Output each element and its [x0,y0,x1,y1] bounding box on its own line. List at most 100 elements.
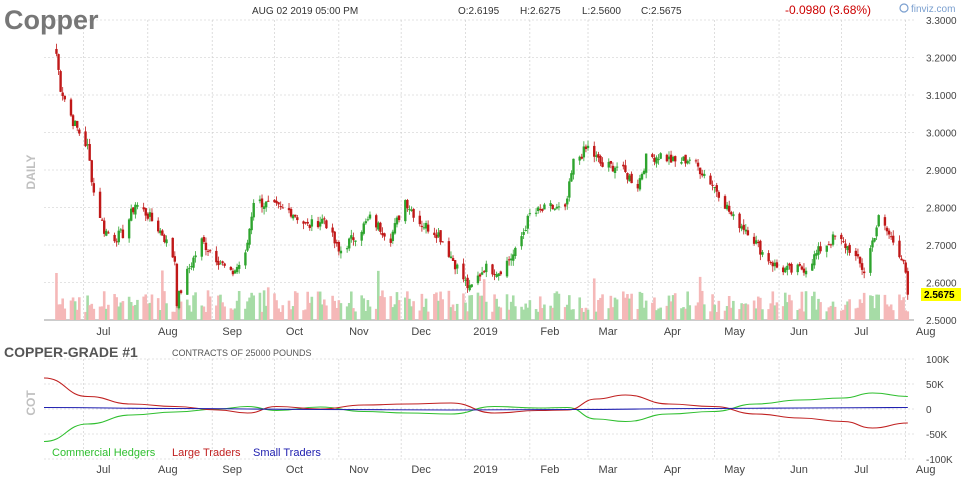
cot-y-tick: -100K [926,455,953,466]
volume-bar [858,299,862,320]
candle-body [622,164,625,167]
candle-body [264,201,268,208]
volume-bar [161,270,164,320]
candle-body [507,259,511,261]
volume-bar [651,302,654,320]
candle-body [536,207,540,211]
candle-body [179,290,183,293]
high-value: H:2.6275 [520,6,561,17]
candle-body [802,268,806,273]
volume-bar [466,311,469,320]
volume-bar [871,295,874,320]
candle-body [231,270,235,275]
candle-body [316,221,320,228]
volume-bar [470,295,474,320]
volume-bar [507,309,511,320]
candle-body [653,157,656,162]
volume-bar [250,292,253,320]
candle-body [586,145,590,149]
candle-body [163,235,166,243]
volume-bar [119,302,123,320]
candle-body [524,229,527,231]
last-price-label: 2.5675 [924,290,955,301]
volume-bar [580,308,584,320]
candle-body [740,226,743,229]
volume-bar [308,302,312,320]
candle-body [607,161,610,168]
volume-bar [248,297,251,320]
candle-body [582,146,586,158]
volume-bar [104,308,108,320]
candle-body [682,156,685,161]
volume-bar [410,306,413,320]
candle-body [439,230,442,243]
volume-bar [426,311,430,320]
volume-bar [669,301,673,320]
candle-body [609,160,613,164]
volume-bar [551,307,555,320]
volume-bar [601,294,604,320]
price-candles [55,43,909,310]
candle-body [657,159,660,161]
candle-body [883,217,887,226]
volume-bar [464,302,467,320]
candle-body [117,230,120,243]
candle-body [829,244,833,246]
close-value: C:2.5675 [641,6,682,17]
volume-bar [541,308,544,320]
volume-bar [59,304,62,320]
volume-bar [69,300,73,320]
cot-x-tick: May [724,464,745,476]
cot-x-tick: Jul [96,464,110,476]
candle-body [902,259,905,262]
volume-bar [883,294,887,320]
candle-body [526,215,529,229]
volume-bar [904,310,907,320]
candle-body [165,239,168,244]
candle-body [59,71,62,92]
candle-body [862,271,866,274]
candle-body [889,236,893,238]
volume-bar [482,279,486,320]
candle-body [76,120,79,128]
candle-body [466,277,469,289]
volume-bar [231,309,235,320]
candle-body [757,242,760,244]
candle-body [580,156,583,159]
volume-bar [455,303,459,320]
candle-body [381,232,384,236]
volume-bar [636,309,640,320]
candle-body [368,214,372,219]
finviz-logo[interactable]: finviz.com [899,3,955,15]
candle-body [478,274,482,277]
candle-body [352,237,355,241]
volume-bar [279,311,283,320]
candle-body [491,264,494,275]
cot-y-tick: 50K [926,380,944,391]
candle-body [543,204,546,210]
candle-body [233,270,237,274]
candle-body [204,242,208,251]
volume-bar [71,297,75,320]
volume-bar [682,307,685,320]
candle-body [713,187,716,189]
volume-bar [333,300,336,320]
candle-body [190,266,193,268]
candle-body [815,253,818,256]
volume-bar [113,294,116,320]
volume-bar [761,309,764,320]
candle-body [584,146,588,150]
volume-bar [115,297,118,320]
volume-bar [557,293,561,320]
candle-body [860,263,864,270]
volume-bar [783,292,787,320]
volume-bar [597,299,600,320]
candle-body [437,232,440,237]
volume-bar [538,296,542,320]
volume-bar [476,292,480,320]
volume-bar [200,305,204,320]
candle-body [397,215,401,221]
volume-bar [740,303,743,320]
candle-body [597,154,600,158]
candle-body [497,273,500,277]
